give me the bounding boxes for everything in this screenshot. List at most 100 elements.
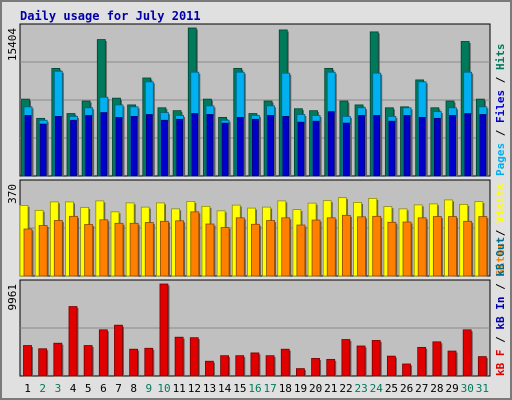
x-tick-label: 12 <box>188 382 201 395</box>
kb-f-bar <box>250 352 260 377</box>
x-tick-label: 31 <box>476 382 489 395</box>
sites-bar <box>23 228 33 277</box>
kb-f-bar <box>114 324 123 377</box>
pages-bar <box>403 115 411 177</box>
legend-sites: Sites <box>494 243 507 276</box>
pages-bar <box>373 115 381 177</box>
legend-kb-in: kB In <box>494 297 507 330</box>
kb-f-bar <box>174 336 184 377</box>
kb-f-bar <box>311 358 320 377</box>
legend-kb-out: kB Out <box>494 237 507 277</box>
x-tick-label: 20 <box>309 382 322 395</box>
kb-f-bar <box>402 363 411 377</box>
pages-bar <box>342 122 350 177</box>
legend-pages: Pages <box>494 143 507 176</box>
x-tick-label: 10 <box>157 382 170 395</box>
kb-f-bar <box>68 306 78 377</box>
kb-f-bar <box>98 329 108 377</box>
kb-f-bar <box>129 348 139 377</box>
kb-f-bar <box>265 355 275 377</box>
sites-bar <box>53 220 63 277</box>
sites-bar <box>432 216 442 277</box>
x-tick-label: 26 <box>400 382 413 395</box>
pages-bar <box>479 114 487 177</box>
x-tick-label: 16 <box>248 382 261 395</box>
x-tick-label: 19 <box>294 382 307 395</box>
sites-bar <box>448 216 457 277</box>
x-tick-label: 22 <box>339 382 352 395</box>
pages-bar <box>100 112 108 177</box>
pages-bar <box>312 120 320 177</box>
kbytes-panel: 9961 kB F / kB In / kB Out <box>6 237 507 377</box>
pages-bar <box>191 113 199 177</box>
kb-f-bar <box>386 355 396 377</box>
sites-bar <box>84 224 94 277</box>
kb-f-bar <box>205 360 214 377</box>
x-tick-label: 28 <box>430 382 443 395</box>
x-tick-label: 14 <box>218 382 232 395</box>
pages-bar <box>236 116 244 177</box>
pages-bar <box>449 115 456 177</box>
kbytes-legend: kB F / kB In / kB Out <box>494 237 507 376</box>
x-tick-label: 23 <box>355 382 368 395</box>
pages-bar <box>464 113 472 177</box>
x-tick-label: 15 <box>233 382 246 395</box>
legend-hits: Hits <box>494 44 507 71</box>
pages-bar <box>130 116 138 177</box>
x-tick-label: 17 <box>264 382 277 395</box>
chart-title: Daily usage for July 2011 <box>20 9 201 23</box>
kb-f-bar <box>220 355 229 377</box>
sites-bar <box>341 214 351 277</box>
sites-bar <box>175 220 185 277</box>
sites-bar <box>190 211 200 277</box>
sites-bar <box>99 219 109 277</box>
pages-bar <box>85 115 93 177</box>
sites-bar <box>129 222 139 277</box>
x-tick-label: 25 <box>385 382 398 395</box>
pages-bar <box>358 115 365 177</box>
pages-bar <box>433 117 441 177</box>
x-tick-label: 27 <box>415 382 428 395</box>
pages-bar <box>252 118 259 177</box>
sites-bar <box>251 223 260 277</box>
pages-bar <box>54 116 62 177</box>
x-tick-label: 18 <box>279 382 292 395</box>
kb-f-bar <box>432 341 442 377</box>
kb-f-bar <box>144 347 154 377</box>
sites-bar <box>144 222 154 277</box>
pages-bar <box>176 118 184 177</box>
kb-f-bar <box>356 345 366 377</box>
kb-f-bar <box>189 337 199 377</box>
kb-f-bar <box>417 346 427 377</box>
pages-bar <box>24 115 32 177</box>
sites-bar <box>387 221 397 277</box>
kb-f-bar <box>280 348 290 377</box>
kbytes-ytick-label: 9961 <box>6 284 19 311</box>
kb-f-bar <box>53 342 63 377</box>
kb-f-bar <box>235 355 245 377</box>
pages-bar <box>267 115 274 177</box>
kb-f-bar <box>326 358 336 377</box>
kb-f-bar <box>371 340 381 377</box>
hits-files-pages-legend: Pages / Files / Hits <box>494 44 507 177</box>
x-tick-label: 30 <box>461 382 474 395</box>
hits-files-pages-panel: 15404 Pages / Files / Hits <box>6 23 507 177</box>
x-tick-label: 5 <box>85 382 92 395</box>
x-tick-label: 11 <box>173 382 186 395</box>
x-tick-label: 7 <box>115 382 122 395</box>
pages-bar <box>161 119 168 177</box>
sites-bar <box>372 215 382 277</box>
legend-kb-f: kB F <box>494 350 507 377</box>
sites-bar <box>326 217 336 277</box>
sites-bar <box>266 220 275 277</box>
x-tick-label: 8 <box>130 382 137 395</box>
sites-bar <box>357 216 366 277</box>
sites-bar <box>69 215 78 277</box>
pages-bar <box>282 116 290 177</box>
pages-bar <box>206 114 214 177</box>
sites-bar <box>417 217 427 277</box>
kb-f-bar <box>38 348 48 377</box>
legend-files: Files <box>494 90 507 123</box>
sites-bar <box>463 220 473 277</box>
